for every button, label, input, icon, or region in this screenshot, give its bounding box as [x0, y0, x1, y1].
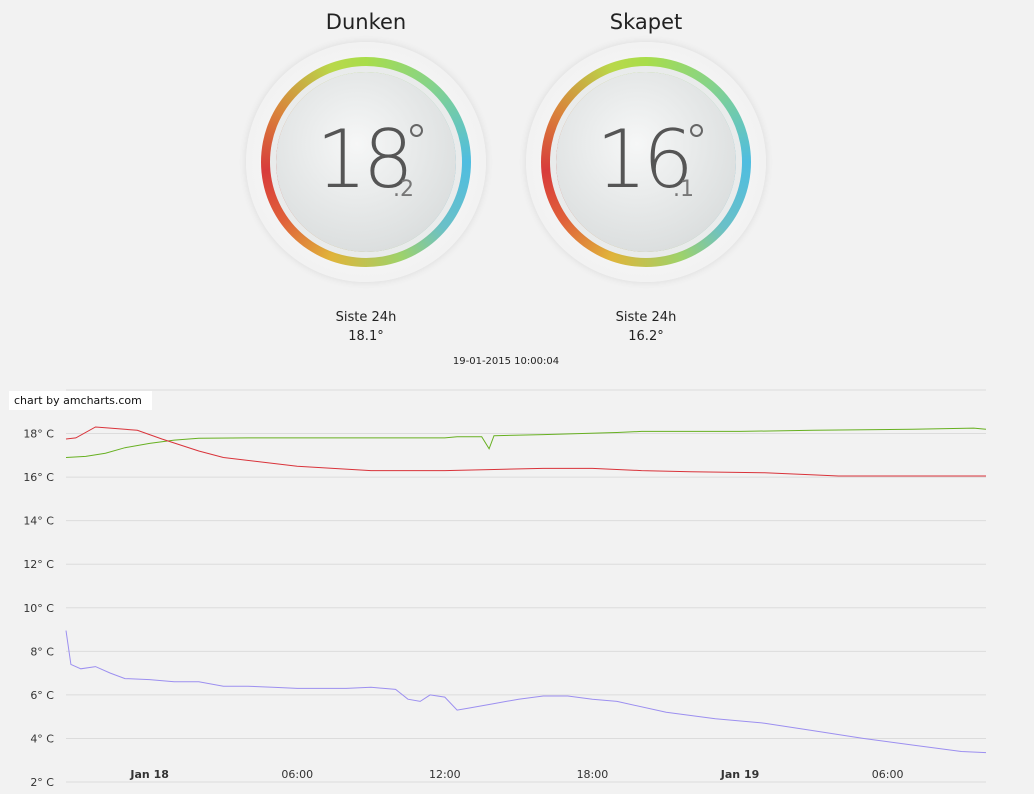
- gauge-title: Skapet: [609, 10, 683, 34]
- chart-credit-link[interactable]: chart by amcharts.com: [9, 391, 152, 410]
- x-tick-label: 06:00: [281, 768, 313, 781]
- dial-face: 18 .2: [276, 72, 456, 252]
- x-tick-label: Jan 19: [720, 768, 759, 781]
- stats-value: 18.1°: [348, 329, 384, 344]
- temperature-dial: 18 .2: [246, 42, 486, 282]
- temperature-dial: 16 .1: [526, 42, 766, 282]
- x-tick-label: 18:00: [577, 768, 609, 781]
- stats-value: 16.2°: [628, 329, 664, 344]
- y-tick-label: 4° C: [30, 732, 54, 745]
- y-tick-label: 8° C: [30, 645, 54, 658]
- gauge-dunken: Dunken 18 .2 Siste 24h 18.1°: [241, 0, 491, 346]
- y-tick-label: 18° C: [23, 428, 54, 441]
- x-tick-label: 06:00: [872, 768, 904, 781]
- y-tick-label: 12° C: [23, 558, 54, 571]
- stats-24h: Siste 24h 18.1°: [241, 308, 491, 346]
- last-updated-timestamp: 19-01-2015 10:00:04: [452, 356, 560, 367]
- degree-icon: [690, 124, 703, 137]
- series-line-0: [65, 427, 987, 458]
- dial-face: 16 .1: [556, 72, 736, 252]
- x-tick-label: Jan 18: [129, 768, 168, 781]
- series-line-2: [65, 630, 987, 754]
- x-tick-label: 12:00: [429, 768, 461, 781]
- y-tick-label: 10° C: [23, 602, 54, 615]
- degree-icon: [410, 124, 423, 137]
- temperature-integer: 18: [316, 113, 414, 206]
- y-tick-label: 14° C: [23, 515, 54, 528]
- temperature-integer: 16: [596, 113, 694, 206]
- temperature-decimal: .2: [393, 177, 414, 202]
- y-tick-label: 2° C: [30, 776, 54, 789]
- gauge-skapet: Skapet 16 .1 Siste 24h 16.2°: [521, 0, 771, 346]
- temperature-history-chart[interactable]: 2° C 4° C 6° C 8° C 10° C 12° C 14° C 16° C 18° …: [0, 380, 1034, 794]
- stats-label: Siste 24h: [615, 310, 677, 325]
- series-line-1: [65, 426, 986, 477]
- stats-24h: Siste 24h 16.2°: [521, 308, 771, 346]
- temperature-decimal: .1: [673, 177, 694, 202]
- y-tick-label: 16° C: [23, 471, 54, 484]
- gauge-title: Dunken: [325, 10, 407, 34]
- stats-label: Siste 24h: [335, 310, 397, 325]
- y-tick-label: 6° C: [30, 689, 54, 702]
